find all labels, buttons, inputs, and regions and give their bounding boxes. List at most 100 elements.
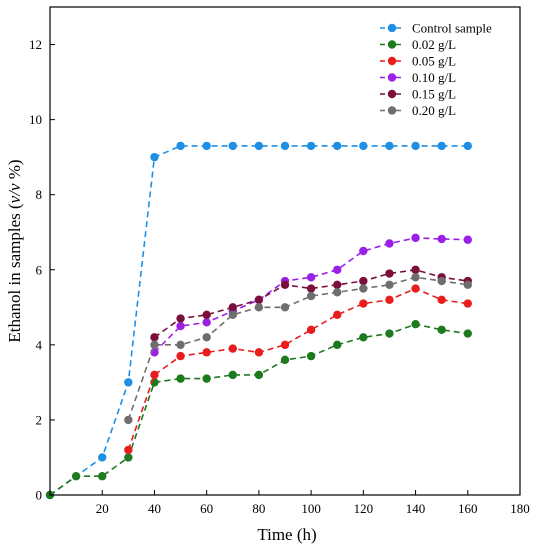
data-point (254, 348, 264, 357)
data-point (463, 329, 472, 338)
data-point (359, 246, 368, 256)
data-point (254, 303, 264, 312)
x-tick-label: 40 (148, 501, 161, 516)
data-point (385, 239, 394, 248)
data-point (359, 141, 368, 151)
data-point (359, 299, 368, 308)
data-point (306, 351, 316, 361)
legend-marker (387, 73, 397, 82)
legend-item: Control sample (380, 21, 492, 36)
ticks-layer: 20 40 60 80 100 120 140 160 180 0 2 4 6 8 10 12 (29, 37, 530, 516)
y-tick-label: 6 (36, 262, 43, 277)
data-point (306, 273, 316, 282)
data-point (124, 415, 133, 425)
data-point (254, 141, 264, 151)
data-point (176, 374, 185, 383)
data-point (411, 320, 420, 329)
data-point (437, 141, 446, 151)
legend-label: 0.02 g/L (412, 37, 456, 52)
data-point (150, 370, 159, 380)
data-point (228, 344, 237, 353)
data-point (411, 273, 420, 282)
data-point (280, 303, 290, 312)
legend-label: Control sample (412, 21, 492, 36)
y-axis-label-prefix: Ethanol in samples ( (5, 203, 24, 343)
legend-label: 0.05 g/L (412, 54, 456, 69)
data-point (202, 374, 211, 383)
data-point (228, 310, 237, 320)
legend-label: 0.15 g/L (412, 87, 456, 102)
data-point (150, 152, 159, 162)
x-tick-label: 180 (510, 501, 530, 516)
plot-frame (49, 6, 521, 496)
data-point (437, 234, 446, 244)
x-tick-label: 20 (96, 501, 109, 516)
data-point (463, 299, 472, 308)
data-point (71, 472, 81, 481)
data-point (385, 280, 394, 289)
data-point (385, 269, 394, 278)
data-point (280, 355, 290, 365)
data-point (150, 340, 159, 350)
data-point (124, 378, 133, 387)
data-point (306, 291, 316, 301)
data-point (202, 348, 211, 357)
data-point (306, 141, 316, 151)
x-tick-label: 160 (458, 501, 478, 516)
y-tick-label: 0 (36, 488, 43, 503)
data-point (124, 453, 133, 462)
data-point (202, 141, 211, 151)
legend-item: 0.02 g/L (380, 37, 456, 52)
data-point (411, 233, 420, 243)
legend-label: 0.10 g/L (412, 70, 456, 85)
data-point (463, 235, 472, 244)
data-point (228, 370, 237, 380)
data-point (150, 333, 159, 342)
series-1 (45, 320, 472, 500)
data-point (98, 472, 107, 481)
data-point (437, 295, 446, 304)
data-point (280, 280, 290, 289)
legend-marker (387, 23, 397, 33)
data-point (202, 333, 211, 342)
y-axis-label: Ethanol in samples (v/v %) (5, 159, 24, 342)
data-point (176, 340, 185, 350)
legend-marker (387, 40, 397, 49)
data-point (333, 141, 342, 151)
y-tick-label: 12 (29, 37, 42, 52)
data-point (306, 325, 316, 335)
data-point (280, 141, 290, 151)
x-tick-label: 120 (354, 501, 374, 516)
series-layer (45, 141, 472, 500)
data-point (176, 314, 185, 323)
legend-item: 0.15 g/L (380, 87, 456, 102)
data-point (411, 265, 420, 274)
data-point (411, 284, 420, 293)
data-point (385, 141, 394, 151)
data-point (437, 276, 446, 286)
data-point (385, 329, 394, 338)
y-axis-label-italic: v/v (5, 183, 24, 203)
series-line (127, 276, 468, 421)
data-point (202, 310, 211, 320)
legend-label: 0.20 g/L (412, 103, 456, 118)
series-5 (124, 273, 472, 425)
legend-marker (387, 89, 397, 99)
data-point (124, 445, 133, 455)
data-point (176, 351, 185, 361)
data-point (254, 295, 264, 304)
series-0 (45, 141, 472, 500)
data-point (359, 284, 368, 293)
data-point (202, 318, 211, 327)
y-axis-label-suffix: %) (5, 159, 24, 183)
legend-marker (387, 56, 397, 66)
legend-item: 0.05 g/L (380, 54, 456, 69)
legend-item: 0.20 g/L (380, 103, 456, 118)
y-tick-label: 8 (36, 187, 43, 202)
data-point (359, 333, 368, 342)
data-point (385, 295, 394, 304)
y-tick-label: 4 (36, 337, 43, 352)
data-point (437, 325, 446, 335)
x-tick-label: 100 (301, 501, 321, 516)
